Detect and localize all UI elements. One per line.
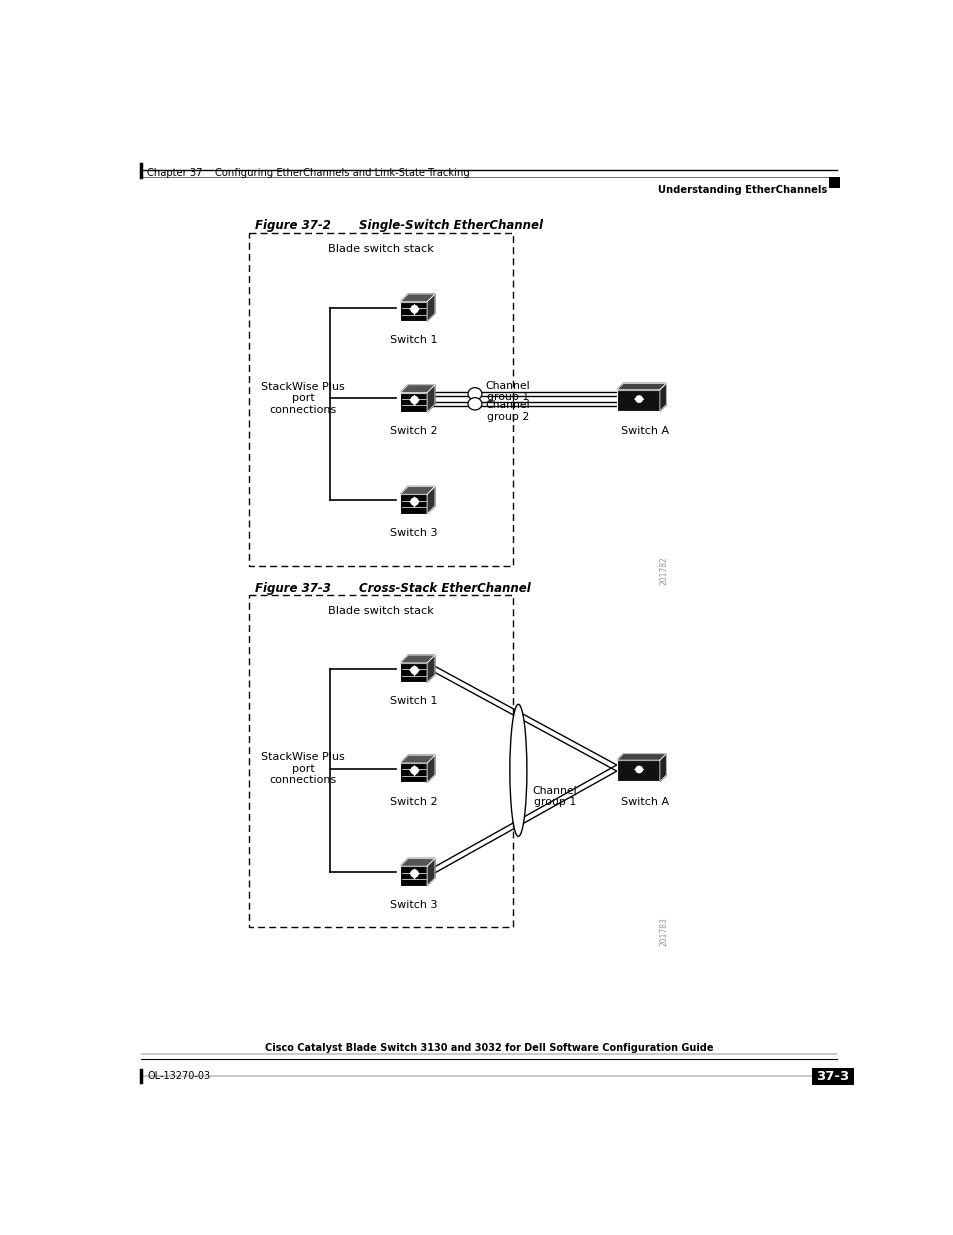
Text: Understanding EtherChannels: Understanding EtherChannels [657, 185, 826, 195]
Bar [400, 393, 427, 412]
Text: 37-3: 37-3 [816, 1071, 849, 1083]
Text: Switch A: Switch A [620, 426, 668, 436]
Text: Switch 2: Switch 2 [390, 797, 437, 806]
Text: Switch 1: Switch 1 [390, 697, 437, 706]
Text: Blade switch stack: Blade switch stack [328, 243, 434, 253]
Bar [400, 663, 427, 683]
Polygon shape [400, 755, 435, 763]
Text: Switch A: Switch A [620, 797, 668, 806]
Ellipse shape [468, 398, 481, 410]
Polygon shape [400, 655, 435, 663]
Ellipse shape [509, 704, 526, 836]
Polygon shape [400, 858, 435, 866]
Bar [400, 494, 427, 514]
Bar [617, 390, 659, 411]
Polygon shape [400, 487, 435, 494]
Bar [400, 763, 427, 783]
Text: Figure 37-3: Figure 37-3 [254, 582, 331, 595]
Circle shape [411, 767, 417, 774]
Text: StackWise Plus
port
connections: StackWise Plus port connections [261, 752, 344, 785]
Text: Chapter 37    Configuring EtherChannels and Link-State Tracking: Chapter 37 Configuring EtherChannels and… [147, 168, 470, 178]
Polygon shape [659, 383, 665, 411]
Bar [400, 866, 427, 885]
Circle shape [411, 396, 417, 404]
Polygon shape [427, 294, 435, 321]
Text: Channel
group 1: Channel group 1 [485, 380, 530, 403]
Text: Switch 3: Switch 3 [390, 900, 437, 910]
Text: OL-13270-03: OL-13270-03 [147, 1071, 210, 1081]
Text: Switch 3: Switch 3 [390, 527, 437, 537]
Text: Switch 2: Switch 2 [390, 426, 437, 436]
Polygon shape [400, 385, 435, 393]
Polygon shape [427, 858, 435, 885]
Text: Switch 1: Switch 1 [390, 336, 437, 346]
Bar [617, 760, 659, 782]
Bar [249, 595, 513, 927]
Polygon shape [427, 755, 435, 783]
Circle shape [411, 869, 417, 877]
Bar [811, 1068, 853, 1086]
Polygon shape [427, 487, 435, 514]
Text: StackWise Plus
port
connections: StackWise Plus port connections [261, 382, 344, 415]
Circle shape [411, 667, 417, 674]
Bar [828, 178, 840, 188]
Polygon shape [617, 753, 665, 760]
Circle shape [636, 766, 641, 773]
Circle shape [411, 498, 417, 505]
Text: 201782: 201782 [659, 556, 668, 585]
Text: Channel
group 1: Channel group 1 [532, 785, 577, 808]
Circle shape [636, 396, 641, 403]
Ellipse shape [468, 388, 481, 400]
Text: Cisco Catalyst Blade Switch 3130 and 3032 for Dell Software Configuration Guide: Cisco Catalyst Blade Switch 3130 and 303… [264, 1042, 713, 1053]
Text: Blade switch stack: Blade switch stack [328, 605, 434, 615]
Text: Figure 37-2: Figure 37-2 [254, 219, 331, 232]
Polygon shape [427, 385, 435, 412]
Polygon shape [659, 753, 665, 782]
Circle shape [411, 305, 417, 312]
Polygon shape [617, 383, 665, 390]
Text: Channel
group 2: Channel group 2 [485, 400, 530, 421]
Polygon shape [427, 655, 435, 683]
Polygon shape [400, 294, 435, 301]
Text: Single-Switch EtherChannel: Single-Switch EtherChannel [359, 219, 543, 232]
Text: Cross-Stack EtherChannel: Cross-Stack EtherChannel [359, 582, 531, 595]
Bar [400, 301, 427, 321]
Bar [249, 233, 513, 566]
Text: 201783: 201783 [659, 916, 668, 946]
